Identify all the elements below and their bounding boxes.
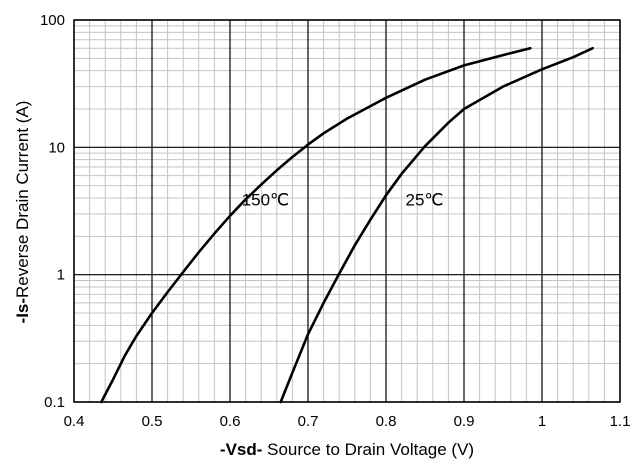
major-grid (73, 19, 621, 403)
y-tick-label: 100 (40, 12, 65, 29)
x-tick-labels: 0.4 0.5 0.6 0.7 0.8 0.9 1 1.1 (64, 413, 631, 430)
x-tick-label: 0.7 (298, 413, 319, 430)
y-tick-labels: 0.1 1 10 100 (40, 12, 65, 411)
series-layer (100, 46, 594, 404)
x-tick-label: 0.8 (376, 413, 397, 430)
y-axis-title-rest: Reverse Drain Current (A) (13, 101, 32, 298)
y-tick-label: 0.1 (44, 394, 65, 411)
x-axis-title-rest: Source to Drain Voltage (V) (262, 440, 474, 459)
curve-label: 150℃ (242, 190, 289, 209)
x-axis-title-bold: -Vsd- (220, 440, 263, 459)
y-axis-title-bold: -Is- (13, 298, 32, 324)
x-tick-label: 0.6 (220, 413, 241, 430)
x-tick-label: 0.9 (454, 413, 475, 430)
x-tick-label: 1.1 (610, 413, 631, 430)
x-tick-label: 0.5 (142, 413, 163, 430)
series-line-1 (279, 46, 594, 404)
plot-frame (73, 19, 621, 403)
x-tick-label: 0.4 (64, 413, 85, 430)
x-axis-title: -Vsd- Source to Drain Voltage (V) (220, 440, 474, 459)
curve-label: 25℃ (406, 190, 444, 209)
x-tick-label: 1 (538, 413, 546, 430)
curve-labels: 150℃ 25℃ (242, 190, 444, 209)
minor-grid (74, 20, 620, 402)
y-tick-label: 1 (57, 267, 65, 284)
y-tick-label: 10 (48, 139, 65, 156)
series-line-0 (100, 46, 532, 404)
y-axis-title: -Is-Reverse Drain Current (A) (13, 101, 32, 324)
